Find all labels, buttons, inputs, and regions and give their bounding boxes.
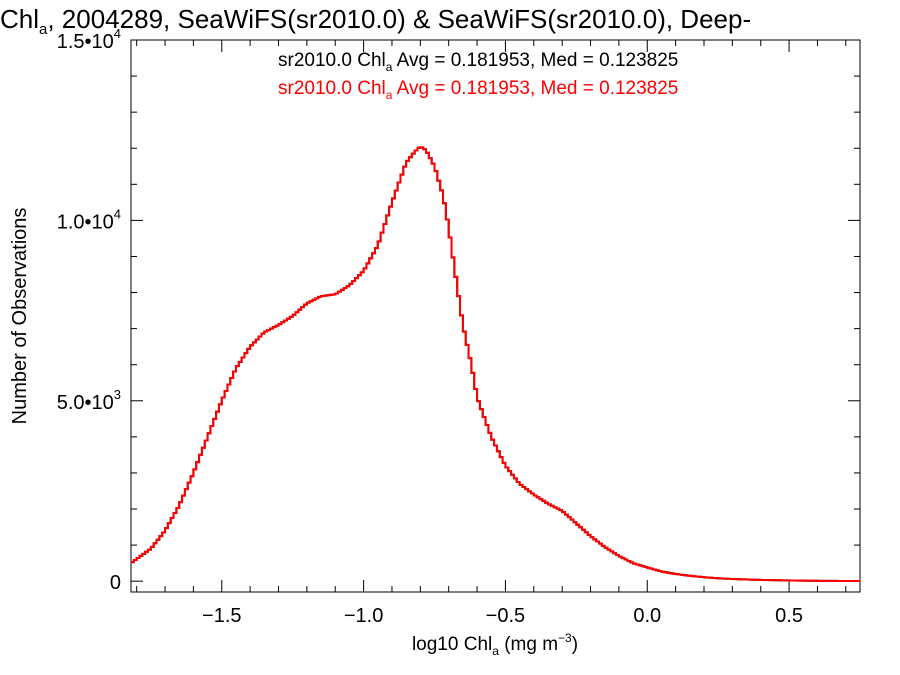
x-tick-label: 0.0 xyxy=(633,605,661,627)
x-axis-ticks: −1.5 −1.0 −0.5 0.0 0.5 xyxy=(202,40,803,627)
series-black-line xyxy=(131,146,860,583)
x-axis-label: log10 Chla (mg m−3) xyxy=(412,631,578,658)
y-tick-label: 1.0•104 xyxy=(57,206,121,233)
x-tick-label: −1.0 xyxy=(344,605,383,627)
y-axis-ticks: 0 5.0•103 1.0•104 1.5•104 xyxy=(57,26,860,594)
series-red-line xyxy=(131,146,860,583)
legend-entry-red: sr2010.0 Chla Avg = 0.181953, Med = 0.12… xyxy=(278,78,678,102)
y-tick-label: 1.5•104 xyxy=(57,26,121,53)
series-layer xyxy=(131,146,860,583)
x-tick-label: 0.5 xyxy=(775,605,803,627)
y-axis-label: Number of Observations xyxy=(9,208,31,425)
y-tick-label: 0 xyxy=(110,572,121,594)
legend-entry-black: sr2010.0 Chla Avg = 0.181953, Med = 0.12… xyxy=(278,50,678,74)
plot-frame xyxy=(130,39,861,593)
y-tick-label: 5.0•103 xyxy=(57,387,121,414)
y-axis-minor-ticks xyxy=(131,75,860,546)
x-tick-label: −0.5 xyxy=(486,605,525,627)
x-axis-minor-ticks xyxy=(136,40,847,592)
chart-title: Chla, 2004289, SeaWiFS(sr2010.0) & SeaWi… xyxy=(0,4,751,38)
x-tick-label: −1.5 xyxy=(202,605,241,627)
